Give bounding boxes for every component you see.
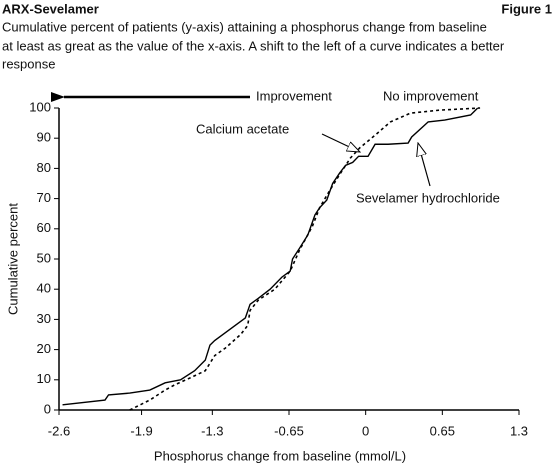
- figure-label: Figure 1: [501, 1, 552, 16]
- x-tick-label: 1.3: [510, 423, 528, 438]
- improvement-label: Improvement: [256, 88, 332, 103]
- header: ARX-Sevelamer: [2, 1, 99, 16]
- callout-arrow: [321, 133, 360, 152]
- x-tick-label: -1.3: [201, 423, 223, 438]
- y-tick-label: 20: [37, 341, 51, 356]
- y-tick-label: 90: [37, 130, 51, 145]
- x-tick-label: 0: [362, 423, 369, 438]
- y-tick-label: 0: [44, 401, 51, 416]
- subtitle-line: at least as great as the value of the x-…: [2, 38, 505, 53]
- y-tick-label: 100: [29, 99, 51, 114]
- series-line: [62, 107, 479, 406]
- y-axis-label: Cumulative percent: [5, 203, 20, 315]
- y-tick-label: 70: [37, 190, 51, 205]
- x-tick-label: -0.65: [274, 423, 304, 438]
- y-tick-label: 50: [37, 250, 51, 265]
- y-tick-label: 10: [37, 371, 51, 386]
- y-tick-label: 40: [37, 281, 51, 296]
- subtitle-line: response: [2, 56, 55, 71]
- series-line: [129, 107, 481, 411]
- x-tick-label: -2.6: [48, 423, 70, 438]
- y-tick-label: 30: [37, 311, 51, 326]
- subtitle-line: Cumulative percent of patients (y-axis) …: [2, 19, 487, 34]
- callout-arrow: [418, 143, 431, 187]
- x-tick-label: -1.9: [130, 423, 152, 438]
- x-tick-label: 0.65: [430, 423, 455, 438]
- series-label: Calcium acetate: [196, 121, 289, 136]
- series-label: Sevelamer hydrochloride: [356, 190, 500, 205]
- no-improvement-label: No improvement: [383, 88, 479, 103]
- y-tick-label: 80: [37, 160, 51, 175]
- y-tick-label: 60: [37, 220, 51, 235]
- x-axis-label: Phosphorus change from baseline (mmol/L): [154, 448, 406, 463]
